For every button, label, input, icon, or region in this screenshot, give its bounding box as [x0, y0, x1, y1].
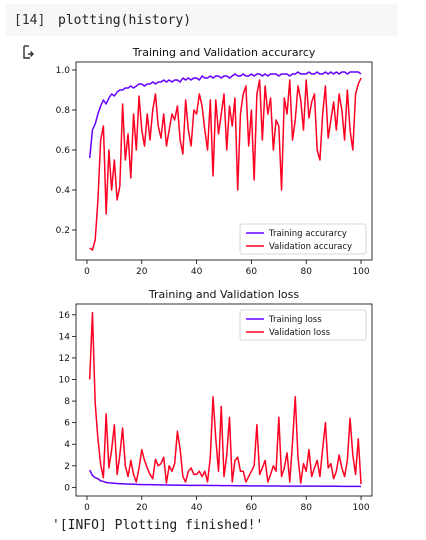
plot-frame: [75, 61, 373, 261]
x-tick-label: 60: [246, 267, 258, 277]
series-line-validation: [89, 77, 362, 251]
y-tick-label: 0.2: [56, 226, 70, 236]
plot-frame: [75, 303, 373, 497]
x-tick-label: 0: [84, 503, 90, 510]
legend-label: Training accurarcy: [268, 229, 347, 239]
output-text: '[INFO] Plotting finished!': [52, 518, 264, 533]
y-tick-label: 0.4: [56, 186, 71, 196]
x-tick-label: 20: [136, 503, 148, 510]
y-tick-label: 16: [59, 311, 71, 321]
y-tick-label: 0.6: [56, 146, 71, 156]
legend-label: Training loss: [268, 315, 322, 325]
y-tick-label: 14: [59, 332, 71, 342]
chart-title: Training and Validation accurarcy: [132, 46, 316, 59]
accuracy-chart: Training and Validation accurarcy 0 20 40 60…: [56, 46, 373, 277]
legend-box: [239, 309, 367, 341]
x-tick-label: 80: [300, 503, 312, 510]
series-line-training: [88, 71, 362, 159]
series-line-training: [89, 469, 362, 488]
y-tick-label: 1.0: [56, 66, 71, 76]
y-tick-label: 12: [59, 354, 70, 364]
output-arrow-icon: [23, 45, 34, 59]
series-line-validation: [88, 311, 362, 485]
execution-count: [14]: [14, 13, 46, 28]
y-tick-label: 8: [64, 397, 70, 407]
y-tick-label: 2: [64, 462, 70, 472]
x-tick-label: 80: [300, 267, 312, 277]
x-tick-label: 40: [191, 503, 203, 510]
x-tick-label: 60: [246, 503, 258, 510]
legend-label: Validation loss: [269, 328, 331, 338]
legend-label: Validation accuracy: [269, 242, 352, 252]
code-text[interactable]: plotting(history): [58, 13, 192, 28]
x-tick-label: 40: [191, 267, 203, 277]
y-tick-label: 0.8: [56, 106, 71, 116]
chart-title: Training and Validation loss: [148, 288, 299, 301]
code-cell-input[interactable]: [14] plotting(history): [6, 4, 398, 36]
y-tick-label: 4: [64, 440, 70, 450]
y-tick-label: 0: [64, 483, 70, 493]
x-tick-label: 0: [84, 267, 90, 277]
y-tick-label: 6: [64, 419, 70, 429]
legend-box: [239, 223, 367, 255]
x-tick-label: 100: [352, 503, 369, 510]
y-tick-label: 10: [59, 376, 71, 386]
x-tick-label: 20: [136, 267, 148, 277]
x-tick-label: 100: [352, 267, 369, 277]
